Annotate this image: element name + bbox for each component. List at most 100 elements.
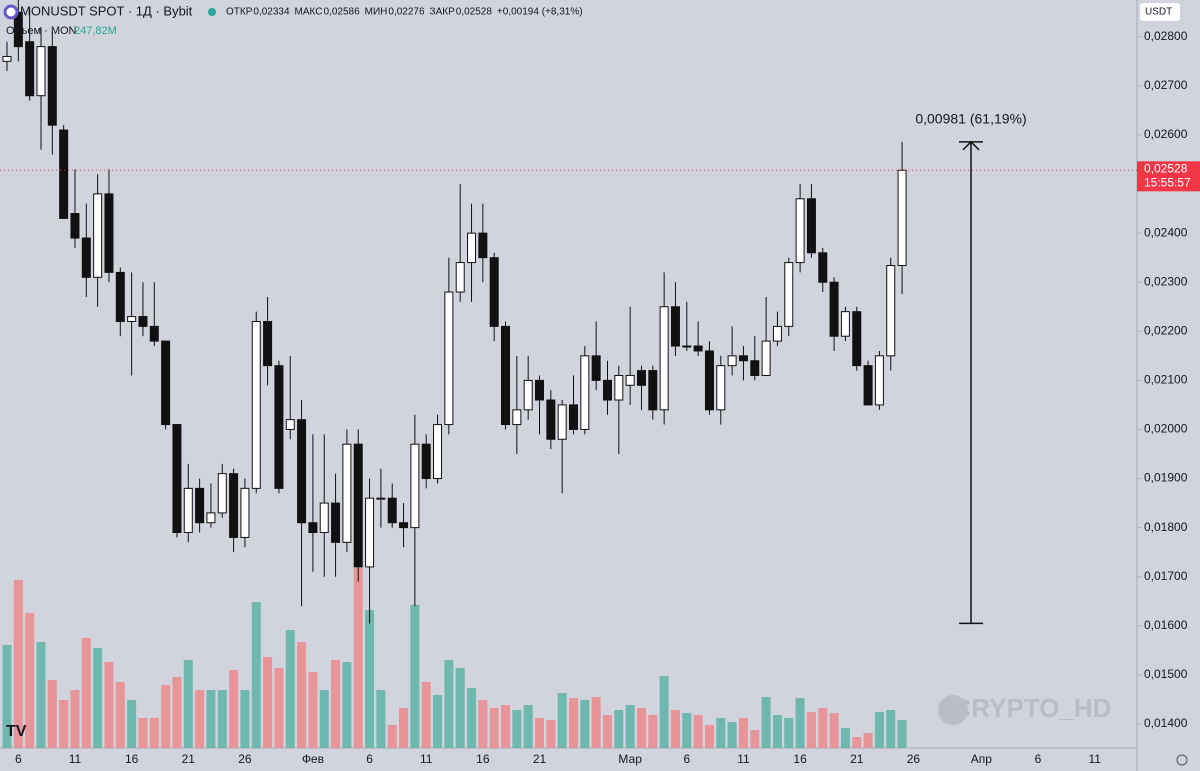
volume-bar <box>716 717 726 748</box>
candle-body <box>602 379 612 401</box>
settings-icon[interactable] <box>1176 754 1188 766</box>
y-tick-label: 0,02300 <box>1144 274 1188 288</box>
volume-bar <box>840 728 850 748</box>
volume-bar <box>104 662 114 748</box>
volume-bar <box>47 679 57 748</box>
y-tick-label: 0,01800 <box>1144 520 1188 534</box>
candle-body <box>818 252 828 283</box>
volume-bar <box>297 642 307 748</box>
x-tick-label: 6 <box>15 752 22 766</box>
y-tick-label: 0,01700 <box>1144 569 1188 583</box>
volume-bar <box>852 737 862 748</box>
volume-bar <box>489 708 499 748</box>
candle-body <box>886 265 896 357</box>
x-tick-label: 26 <box>238 752 252 766</box>
volume-bar <box>512 710 522 748</box>
ohlc-value: 0,02276 <box>388 7 425 18</box>
candle-body <box>738 355 748 362</box>
candle-body <box>727 355 737 367</box>
volume-bar <box>433 695 443 748</box>
x-tick-label: 6 <box>366 752 373 766</box>
candle-body <box>353 443 363 568</box>
candle-body <box>285 419 295 430</box>
candle-body <box>251 320 261 489</box>
candle-body <box>127 316 137 322</box>
x-tick-label: 11 <box>420 752 433 766</box>
volume-bar <box>251 602 261 748</box>
tv-logo: TV <box>6 723 27 740</box>
measure-arrow <box>962 140 980 151</box>
candle-body <box>217 473 227 514</box>
volume-bar <box>376 690 386 748</box>
y-tick-label: 0,02200 <box>1144 323 1188 337</box>
volume-bar <box>478 699 488 748</box>
candle-body <box>716 365 726 411</box>
x-tick-label: Фев <box>302 752 324 766</box>
ohlc-label: ОТКР <box>226 7 253 18</box>
volume-bar <box>693 715 703 748</box>
currency-box[interactable] <box>1140 3 1180 21</box>
volume-bar <box>625 704 635 748</box>
volume-bar <box>874 711 884 748</box>
candle-body <box>523 379 533 411</box>
volume-bar <box>772 715 782 748</box>
volume-bar <box>59 699 69 748</box>
candle-body <box>2 55 12 62</box>
candle-body <box>569 404 578 430</box>
candle-body <box>149 325 159 342</box>
volume-bar <box>93 648 103 748</box>
volume-bar <box>682 712 692 748</box>
candle-body <box>557 404 567 440</box>
ohlc-label: ЗАКР <box>430 7 456 18</box>
volume-bar <box>580 699 590 748</box>
volume-bar <box>161 684 171 748</box>
volume-bar <box>738 717 748 748</box>
candle-body <box>467 232 477 264</box>
x-tick-label: 11 <box>69 752 82 766</box>
candle-layer <box>2 0 907 624</box>
x-tick-label: 6 <box>1035 752 1042 766</box>
watermark: CRYPTO_HD <box>953 693 1112 723</box>
candle-body <box>25 41 35 97</box>
volume-bar <box>353 568 363 748</box>
volume-bar <box>365 610 375 748</box>
volume-bar <box>331 659 341 748</box>
ohlc-change: +0,00194 (+8,31%) <box>497 7 583 18</box>
candle-body <box>229 473 239 538</box>
y-tick-label: 0,01400 <box>1144 716 1188 730</box>
candle-body <box>365 497 375 568</box>
x-tick-label: 16 <box>125 752 139 766</box>
candle-body <box>455 262 465 293</box>
candle-body <box>433 424 443 480</box>
ohlc-value: 0,02586 <box>323 7 360 18</box>
candle-body <box>795 198 805 264</box>
candle-body <box>682 345 692 348</box>
x-tick-label: 21 <box>533 752 547 766</box>
candle-body <box>331 502 341 543</box>
volume-bar <box>829 712 839 748</box>
volume-bar <box>897 719 907 748</box>
candle-body <box>274 365 284 489</box>
candle-body <box>444 291 454 426</box>
candle-body <box>195 487 205 524</box>
volume-bar <box>535 717 545 748</box>
candle-body <box>206 512 216 524</box>
measure-label: 0,00981 (61,19%) <box>915 111 1026 127</box>
candle-body <box>750 360 760 376</box>
candle-body <box>115 271 125 322</box>
volume-bar <box>70 690 80 748</box>
candle-body <box>863 365 873 406</box>
volume-bar <box>115 682 125 748</box>
candle-body <box>535 379 545 401</box>
volume-bar <box>569 697 578 748</box>
currency[interactable]: USDT <box>1145 7 1172 18</box>
x-tick-label: 21 <box>850 752 864 766</box>
candle-body <box>591 355 601 381</box>
candle-body <box>693 345 703 352</box>
volume-bar <box>229 670 239 748</box>
volume-bar <box>410 604 420 748</box>
x-tick-label: Апр <box>971 752 993 766</box>
candle-body <box>376 497 386 500</box>
candle-body <box>614 374 624 401</box>
